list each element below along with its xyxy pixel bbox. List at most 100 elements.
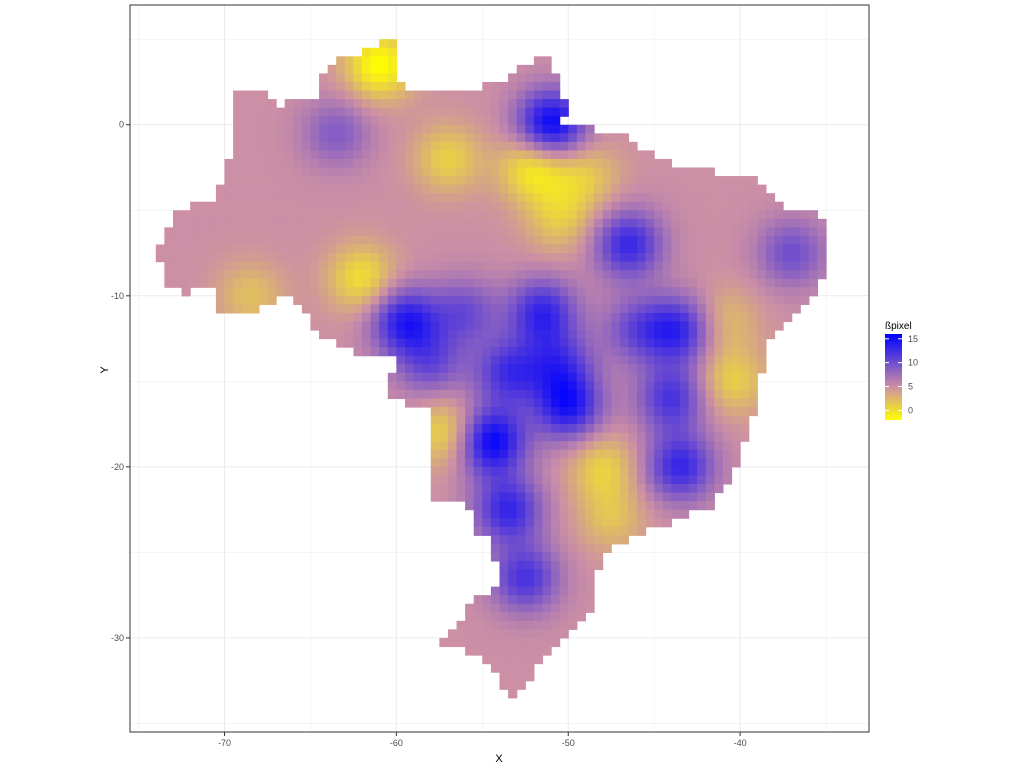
heatmap-cell	[791, 278, 801, 288]
heatmap-cell	[250, 210, 260, 220]
heatmap-cell	[688, 355, 698, 365]
heatmap-cell	[516, 244, 526, 254]
heatmap-cell	[447, 184, 458, 194]
heatmap-cell	[594, 492, 604, 502]
heatmap-cell	[671, 218, 681, 228]
heatmap-cell	[533, 218, 544, 228]
heatmap-cell	[490, 253, 501, 263]
heatmap-cell	[551, 569, 561, 579]
heatmap-cell	[619, 141, 629, 151]
heatmap-cell	[387, 99, 397, 109]
heatmap-cell	[765, 312, 776, 323]
heatmap-cell	[387, 312, 397, 323]
heatmap-cell	[559, 603, 569, 613]
heatmap-cell	[439, 235, 449, 246]
heatmap-cell	[585, 595, 595, 605]
heatmap-cell	[731, 201, 741, 211]
heatmap-cell	[576, 201, 587, 211]
heatmap-cell	[456, 389, 466, 400]
heatmap-cell	[757, 218, 767, 228]
heatmap-cell	[293, 176, 303, 186]
heatmap-cell	[559, 150, 569, 160]
heatmap-cell	[344, 107, 355, 117]
heatmap-cell	[551, 398, 561, 408]
heatmap-cell	[233, 218, 243, 228]
heatmap-cell	[628, 287, 638, 297]
heatmap-cell	[456, 312, 466, 323]
heatmap-cell	[430, 90, 440, 100]
heatmap-cell	[499, 201, 509, 211]
heatmap-cell	[731, 398, 741, 408]
heatmap-cell	[645, 389, 655, 400]
heatmap-cell	[551, 287, 561, 297]
heatmap-cell	[447, 210, 458, 220]
heatmap-cell	[490, 492, 501, 502]
heatmap-cell	[559, 124, 569, 134]
heatmap-cell	[525, 603, 535, 613]
heatmap-cell	[559, 483, 569, 494]
heatmap-cell	[516, 210, 526, 220]
heatmap-cell	[697, 406, 707, 417]
heatmap-cell	[594, 475, 604, 485]
heatmap-cell	[465, 304, 475, 314]
heatmap-cell	[576, 492, 587, 502]
y-tick-label: 0	[119, 120, 124, 130]
heatmap-cell	[551, 364, 561, 374]
heatmap-cell	[276, 244, 286, 254]
heatmap-cell	[714, 372, 724, 382]
heatmap-cell	[482, 201, 492, 211]
heatmap-cell	[258, 261, 269, 271]
heatmap-cell	[628, 235, 638, 246]
heatmap-cell	[542, 518, 552, 528]
heatmap-cell	[293, 116, 303, 126]
heatmap-cell	[241, 235, 251, 246]
heatmap-cell	[319, 116, 329, 126]
heatmap-cell	[679, 184, 690, 194]
heatmap-cell	[413, 398, 423, 408]
heatmap-cell	[628, 347, 638, 357]
heatmap-cell	[499, 432, 509, 442]
heatmap-cell	[396, 372, 406, 382]
heatmap-cell	[482, 312, 492, 323]
heatmap-cell	[508, 218, 518, 228]
heatmap-cell	[602, 210, 612, 220]
heatmap-cell	[697, 261, 707, 271]
heatmap-cell	[439, 227, 449, 237]
heatmap-cell	[490, 158, 501, 169]
heatmap-cell	[697, 176, 707, 186]
heatmap-cell	[516, 321, 526, 331]
heatmap-cell	[757, 355, 767, 365]
heatmap-cell	[671, 458, 681, 468]
heatmap-cell	[430, 184, 440, 194]
heatmap-cell	[697, 483, 707, 494]
heatmap-cell	[508, 133, 518, 143]
heatmap-cell	[662, 381, 672, 391]
heatmap-cell	[258, 124, 269, 134]
heatmap-cell	[542, 364, 552, 374]
heatmap-cell	[413, 364, 423, 374]
heatmap-cell	[774, 295, 784, 305]
heatmap-cell	[636, 424, 647, 434]
heatmap-cell	[525, 73, 535, 83]
heatmap-cell	[456, 466, 466, 477]
heatmap-cell	[224, 295, 234, 305]
heatmap-cell	[258, 158, 269, 169]
heatmap-cell	[559, 569, 569, 579]
heatmap-cell	[671, 201, 681, 211]
heatmap-cell	[516, 278, 526, 288]
heatmap-cell	[250, 193, 260, 203]
heatmap-cell	[542, 133, 552, 143]
heatmap-cell	[473, 304, 483, 314]
heatmap-cell	[516, 381, 526, 391]
heatmap-cell	[611, 355, 621, 365]
heatmap-cell	[688, 458, 698, 468]
heatmap-cell	[482, 449, 492, 459]
heatmap-cell	[516, 424, 526, 434]
y-tick-label: -20	[111, 462, 124, 472]
heatmap-cell	[430, 133, 440, 143]
heatmap-cell	[714, 227, 724, 237]
heatmap-cell	[731, 432, 741, 442]
heatmap-cell	[611, 295, 621, 305]
heatmap-cell	[705, 466, 715, 477]
heatmap-cell	[465, 321, 475, 331]
